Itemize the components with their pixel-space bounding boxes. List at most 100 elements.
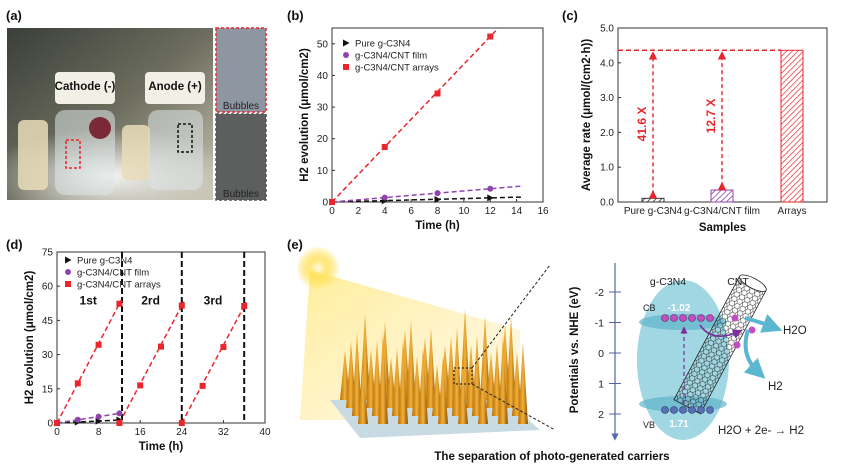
cnt-cone [486, 352, 496, 408]
potential-axis-label: Potentials vs. NHE (eV) [569, 287, 581, 414]
data-point [434, 190, 441, 197]
y-tick-label: 4.0 [600, 58, 614, 69]
legend-entry: g-C3N4/CNT film [77, 268, 149, 279]
inset-label: Bubbles [223, 101, 259, 112]
data-point [487, 194, 494, 202]
g-c3n4-label: g-C3N4 [650, 276, 686, 288]
data-point [95, 341, 102, 348]
cnt-cone [358, 368, 368, 424]
y-tick-label: 60 [42, 282, 54, 293]
data-point [95, 417, 103, 425]
x-tick-label: 8 [435, 206, 441, 217]
cnt-cone [418, 347, 428, 424]
electron [748, 326, 756, 334]
cnt-array [340, 308, 528, 424]
hole [688, 406, 696, 414]
fit-line [56, 419, 122, 424]
electron [733, 341, 741, 349]
x-axis-label: Time (h) [415, 220, 460, 232]
panel-label: (d) [6, 237, 23, 252]
y-tick-label: 50 [317, 39, 329, 50]
x-tick-label: 14 [511, 206, 523, 217]
fit-line [118, 301, 185, 424]
legend-entry: Pure g-C3N4 [77, 256, 132, 267]
cnt-cone [398, 339, 408, 424]
panel-label: (c) [562, 8, 578, 23]
cathode-bubbles-inset [215, 27, 267, 113]
x-tick-label: 0 [329, 206, 335, 217]
data-point [65, 269, 71, 275]
hole [679, 406, 687, 414]
y-axis-label: H2 evolution (μmol/cm2) [24, 271, 36, 405]
data-point [116, 300, 123, 307]
fit-line [56, 412, 122, 424]
data-point [116, 420, 123, 426]
data-point [241, 303, 248, 310]
x-tick-label: 6 [408, 206, 414, 217]
zoom-box [453, 367, 473, 385]
data-point [54, 420, 60, 426]
fit-line [181, 301, 247, 424]
y-tick-label: 30 [317, 103, 329, 114]
x-tick-label: 16 [537, 206, 549, 217]
cnt-cone [406, 320, 416, 408]
y-tick-label: 75 [42, 248, 54, 259]
cnt-cone [458, 363, 468, 424]
data-point [329, 199, 335, 205]
cathode-cap [55, 72, 115, 104]
ratio-annotation: 41.6 X [635, 107, 649, 142]
data-point [220, 344, 227, 351]
h2-label: H2 [768, 381, 783, 393]
legend-entry: g-C3N4/CNT arrays [355, 63, 439, 74]
x-tick-label: 32 [218, 427, 230, 438]
electron [670, 314, 678, 322]
anode-cap [145, 72, 205, 104]
electron [706, 314, 714, 322]
electron [688, 314, 696, 322]
cnt-cone [452, 327, 462, 416]
x-tick-label: 0 [54, 427, 60, 438]
panel-label: (b) [287, 8, 304, 23]
cnt-cone [386, 357, 396, 408]
y-tick-label: 2.0 [600, 128, 614, 139]
y-tick-label: 3.0 [600, 93, 614, 104]
ratio-annotation: 12.7 X [704, 99, 718, 134]
y-tick-label: 0.0 [600, 198, 614, 209]
x-tick-label: 16 [135, 427, 147, 438]
y-tick-label: 0 [47, 419, 53, 430]
x-tick-label: 4 [382, 206, 388, 217]
fit-line [331, 185, 524, 203]
plot-frame [56, 251, 266, 424]
cathode-label: Cathode (-) [55, 81, 116, 93]
electron [661, 314, 669, 322]
x-tick-label: 12 [485, 206, 497, 217]
potential-tick-label: 2 [598, 409, 604, 421]
reaction-equation: H2O + 2e- → H2 [718, 425, 804, 437]
cnt-cone [438, 355, 448, 424]
electron [697, 314, 705, 322]
vb-value: 1.71 [669, 419, 689, 430]
hole [670, 406, 678, 414]
bar [710, 189, 734, 203]
cnt-cone [432, 364, 442, 416]
data-point [343, 52, 349, 58]
panel-e: (e) The separation of photo-generated ca… [287, 237, 807, 463]
caption: The separation of photo-generated carrie… [434, 451, 669, 463]
cathode-highlight-box [65, 139, 81, 169]
y-tick-label: 45 [42, 316, 54, 327]
data-point [116, 410, 123, 417]
cycle-label: 1st [80, 293, 97, 307]
cb-label: CB [643, 303, 656, 313]
cnt-cone [472, 335, 482, 416]
panel-label: (a) [6, 8, 22, 23]
h2o-label: H2O [783, 325, 807, 337]
anode-cell [148, 110, 203, 190]
cap-knob [89, 117, 111, 139]
data-point [95, 413, 102, 420]
chart-b: 0 2 4 6 8 10 12 14 16 0 10 20 30 40 50 Time (h) H2 evolu… [299, 27, 549, 232]
data-point [158, 343, 164, 350]
vb-label: VB [643, 420, 655, 430]
cnt-cone [506, 315, 516, 408]
legend-entry: g-C3N4/CNT arrays [77, 280, 161, 291]
